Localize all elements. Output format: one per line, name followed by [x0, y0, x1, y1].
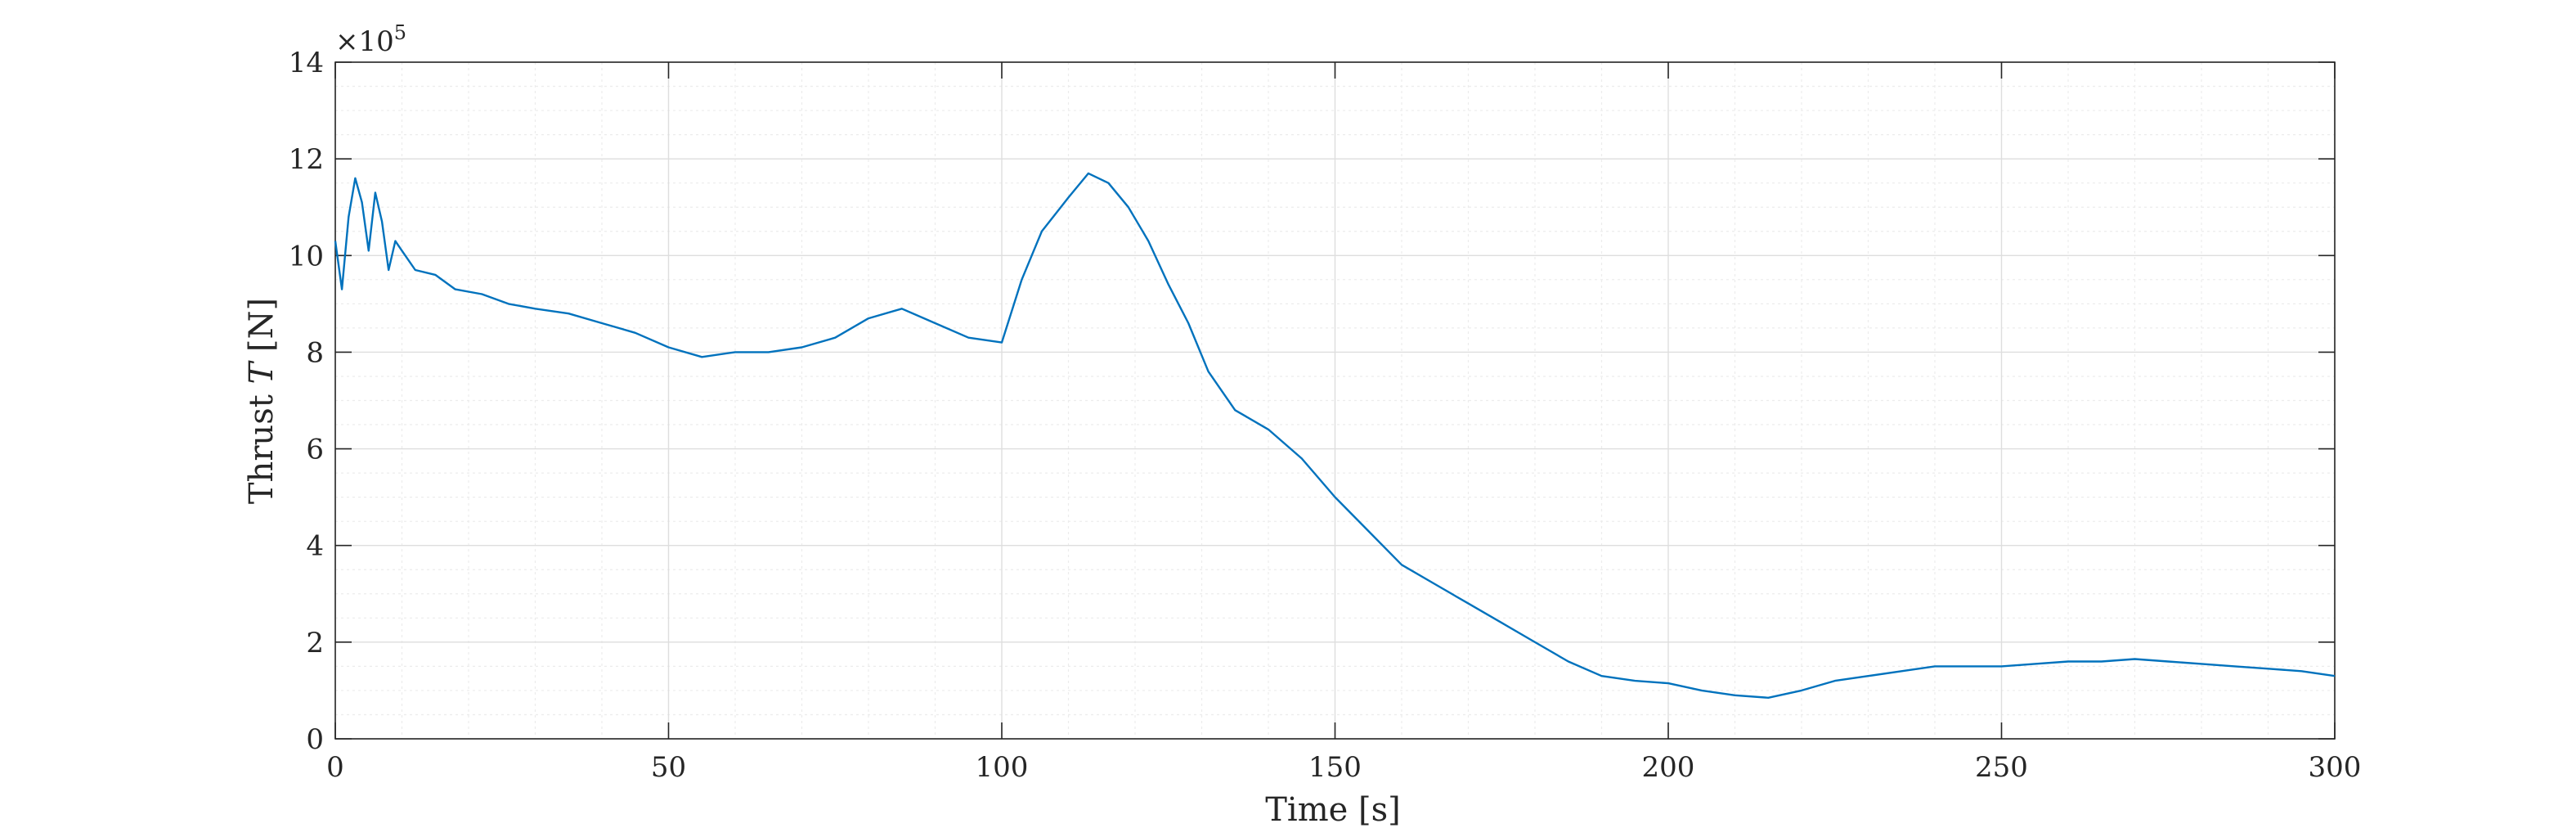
- x-tick-label: 250: [1975, 751, 2028, 784]
- y-tick-label: 6: [306, 434, 324, 466]
- y-tick-labels: 0 2 4 6 8 10 12 14: [289, 47, 324, 756]
- y-axis-title-suffix: [N]: [243, 298, 280, 362]
- x-tick-label: 150: [1308, 751, 1362, 784]
- x-tick-label: 100: [976, 751, 1029, 784]
- axis-ticks: [334, 61, 2336, 740]
- x-axis-title: Time [s]: [1265, 791, 1401, 829]
- x-tick-label: 0: [326, 751, 344, 784]
- x-tick-label: 50: [651, 751, 686, 784]
- y-axis-title: Thrust T [N]: [243, 298, 280, 504]
- y-tick-label: 10: [289, 240, 324, 272]
- x-tick-label: 200: [1642, 751, 1695, 784]
- y-tick-label: 4: [306, 530, 324, 563]
- y-tick-label: 12: [289, 143, 324, 176]
- y-axis-exponent: ×105: [335, 21, 406, 58]
- y-tick-label: 8: [306, 336, 324, 369]
- y-tick-label: 0: [306, 723, 324, 756]
- y-axis-title-prefix: Thrust: [243, 384, 280, 504]
- y-axis-exponent-power: 5: [394, 21, 406, 44]
- y-axis-exponent-base: ×10: [335, 25, 394, 58]
- y-tick-label: 14: [289, 47, 324, 79]
- thrust-series-line: [334, 172, 2336, 699]
- x-tick-label: 300: [2309, 751, 2362, 784]
- x-tick-labels: 0 50 100 150 200 250 300: [326, 751, 2361, 784]
- y-axis-title-symbol: T: [243, 359, 280, 384]
- y-tick-label: 2: [306, 627, 324, 659]
